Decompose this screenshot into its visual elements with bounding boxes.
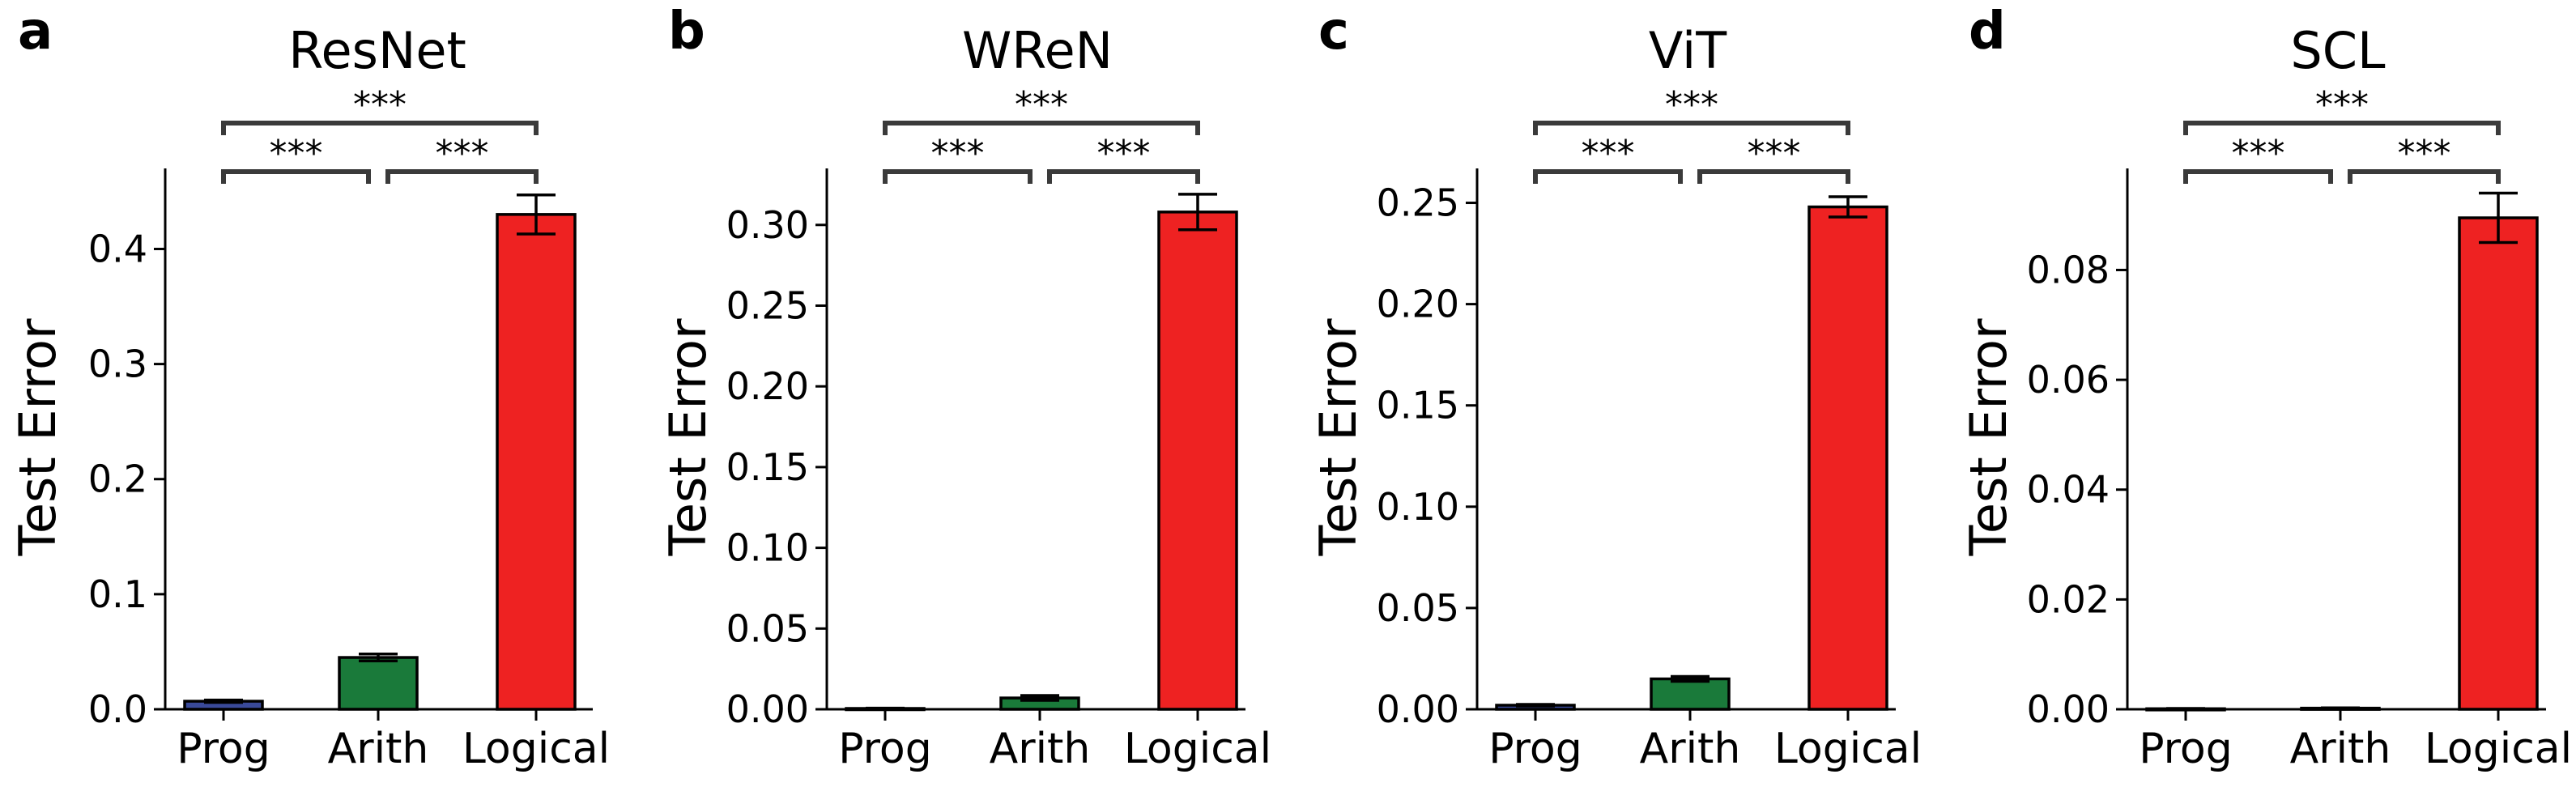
y-tick-label: 0.2 bbox=[88, 457, 147, 501]
chart-title: ResNet bbox=[288, 21, 466, 80]
panel-letter: d bbox=[1969, 2, 2006, 62]
significance-stars: *** bbox=[1582, 133, 1635, 174]
y-tick-label: 0.00 bbox=[1377, 687, 1459, 731]
x-tick-label: Arith bbox=[328, 725, 429, 773]
significance-bracket bbox=[883, 169, 1033, 184]
significance-stars: *** bbox=[2232, 133, 2285, 174]
chart-title: WReN bbox=[962, 21, 1113, 80]
x-tick-label: Logical bbox=[462, 725, 610, 773]
chart-title: SCL bbox=[2290, 21, 2386, 80]
significance-stars: *** bbox=[1665, 84, 1718, 125]
x-tick-label: Arith bbox=[990, 725, 1091, 773]
bar-logical bbox=[2458, 216, 2539, 711]
x-tick-label: Prog bbox=[177, 725, 270, 773]
significance-bracket bbox=[2183, 121, 2501, 135]
significance-bracket bbox=[1047, 169, 1200, 184]
x-tick-label: Prog bbox=[2139, 725, 2233, 773]
panel-c: c ViT Test Error 0.00 0.05 0.10 0.15 0.20 0.2… bbox=[1309, 2, 1922, 773]
panel-d: d SCL Test Error 0.00 0.02 0.04 0.06 0.08 Pro… bbox=[1959, 2, 2572, 773]
y-tick-label: 0.4 bbox=[88, 227, 147, 270]
y-axis-label: Test Error bbox=[1309, 318, 1368, 556]
y-tick-label: 0.00 bbox=[2027, 687, 2110, 731]
panel-letter: b bbox=[668, 2, 705, 62]
significance-bracket bbox=[221, 121, 539, 135]
x-tick-label: Prog bbox=[1488, 725, 1582, 773]
significance-stars: *** bbox=[1097, 133, 1151, 174]
significance-bracket bbox=[883, 121, 1200, 135]
y-tick-label: 0.08 bbox=[2027, 248, 2110, 291]
significance-bracket bbox=[385, 169, 539, 184]
significance-stars: *** bbox=[270, 133, 323, 174]
bar-arith bbox=[338, 656, 419, 711]
significance-stars: *** bbox=[436, 133, 489, 174]
y-tick-label: 0.20 bbox=[1377, 283, 1459, 326]
significance-bracket bbox=[2183, 169, 2333, 184]
y-tick-label: 0.15 bbox=[726, 445, 809, 489]
y-tick-label: 0.0 bbox=[88, 687, 147, 731]
y-tick-label: 0.25 bbox=[1377, 181, 1459, 225]
y-tick-label: 0.05 bbox=[726, 606, 809, 650]
plot-area: 0.00 0.05 0.10 0.15 0.20 0.25 0.30 Prog Arith Log… bbox=[726, 84, 1272, 773]
y-tick-label: 0.25 bbox=[726, 283, 809, 327]
y-axis-label: Test Error bbox=[1959, 318, 2018, 556]
y-tick-label: 0.30 bbox=[726, 203, 809, 247]
y-tick-label: 0.15 bbox=[1377, 384, 1459, 428]
plot-area: 0.0 0.1 0.2 0.3 0.4 Prog Arith Logical *** *** *** bbox=[88, 84, 610, 773]
significance-stars: *** bbox=[1748, 133, 1801, 174]
chart-title: ViT bbox=[1649, 21, 1727, 80]
y-tick-label: 0.05 bbox=[1377, 586, 1459, 630]
x-tick-label: Prog bbox=[838, 725, 932, 773]
panel-letter: c bbox=[1318, 2, 1349, 62]
y-tick-label: 0.10 bbox=[1377, 485, 1459, 529]
significance-bracket bbox=[1697, 169, 1850, 184]
significance-stars: *** bbox=[353, 84, 407, 125]
x-tick-label: Logical bbox=[1774, 725, 1922, 773]
y-tick-label: 0.00 bbox=[726, 687, 809, 731]
significance-stars: *** bbox=[1015, 84, 1068, 125]
significance-stars: *** bbox=[2315, 84, 2369, 125]
y-axis-label: Test Error bbox=[658, 318, 717, 556]
bar-logical bbox=[1157, 211, 1238, 711]
panel-b: b WReN Test Error 0.000.050.100.150.200.… bbox=[658, 2, 1271, 773]
x-tick-label: Arith bbox=[2290, 725, 2391, 773]
y-tick-label: 0.20 bbox=[726, 364, 809, 408]
x-tick-label: Logical bbox=[2425, 725, 2572, 773]
y-tick-label: 0.06 bbox=[2027, 358, 2110, 402]
y-axis-label: Test Error bbox=[8, 318, 67, 556]
y-tick-label: 0.04 bbox=[2027, 468, 2110, 512]
plot-area: 0.00 0.02 0.04 0.06 0.08 Prog Arith Logical *** *… bbox=[2027, 84, 2573, 773]
x-tick-label: Arith bbox=[1640, 725, 1741, 773]
y-tick-label: 0.3 bbox=[88, 342, 147, 386]
y-tick-label: 0.1 bbox=[88, 572, 147, 616]
panel-a: a ResNet Test Error 0.0 0.1 0.2 0.3 0.4 Prog A… bbox=[8, 2, 610, 773]
bar-logical bbox=[496, 213, 577, 711]
bar-logical bbox=[1807, 205, 1888, 711]
significance-bracket bbox=[221, 169, 371, 184]
plot-area: 0.00 0.05 0.10 0.15 0.20 0.25 Prog Arith Logical… bbox=[1377, 84, 1922, 773]
y-tick-label: 0.10 bbox=[726, 526, 809, 570]
x-tick-label: Logical bbox=[1124, 725, 1271, 773]
significance-bracket bbox=[2348, 169, 2501, 184]
panel-letter: a bbox=[18, 2, 53, 62]
significance-stars: *** bbox=[931, 133, 985, 174]
significance-stars: *** bbox=[2398, 133, 2451, 174]
bar-arith bbox=[1650, 677, 1731, 711]
significance-bracket bbox=[1533, 169, 1683, 184]
significance-bracket bbox=[1533, 121, 1850, 135]
y-tick-label: 0.02 bbox=[2027, 577, 2110, 621]
